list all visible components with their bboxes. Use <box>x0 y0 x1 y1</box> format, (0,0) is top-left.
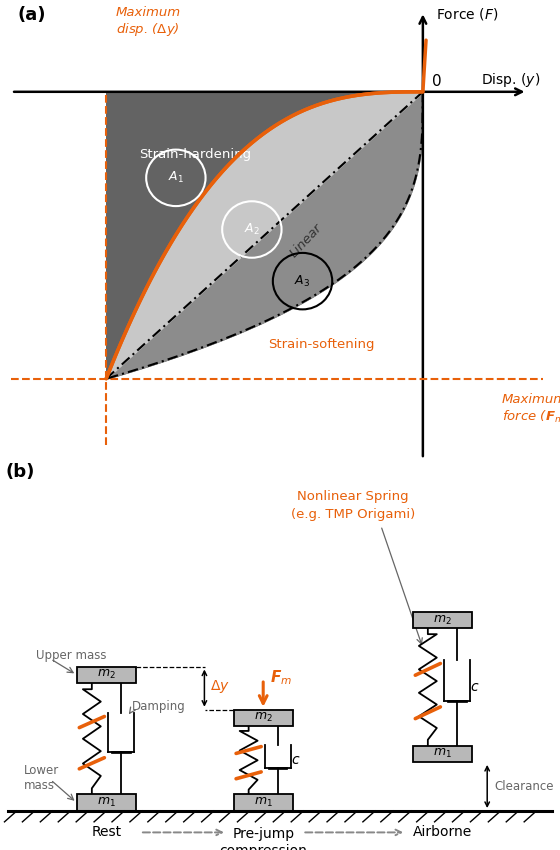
Text: $\Delta y$: $\Delta y$ <box>210 677 230 694</box>
Bar <box>413 745 472 762</box>
Text: Strain-hardening: Strain-hardening <box>139 149 251 162</box>
Text: $m_1$: $m_1$ <box>254 796 273 809</box>
Text: $m_2$: $m_2$ <box>97 668 116 682</box>
Text: $c$: $c$ <box>291 753 300 768</box>
Text: Damping: Damping <box>132 700 185 713</box>
Text: $m_2$: $m_2$ <box>433 614 452 626</box>
Text: Rest: Rest <box>91 825 122 840</box>
Text: $A_3$: $A_3$ <box>295 274 311 289</box>
Text: Airborne: Airborne <box>413 825 472 840</box>
Text: $m_1$: $m_1$ <box>97 796 116 809</box>
Text: Upper mass: Upper mass <box>36 649 107 661</box>
Text: $m_1$: $m_1$ <box>433 747 452 761</box>
Text: $c$: $c$ <box>470 680 479 694</box>
Bar <box>234 795 292 811</box>
Text: $m_2$: $m_2$ <box>254 711 273 724</box>
Text: Clearance: Clearance <box>494 780 553 793</box>
Text: Disp. ($y$): Disp. ($y$) <box>481 71 540 89</box>
Bar <box>234 710 292 726</box>
Text: Nonlinear Spring
(e.g. TMP Origami): Nonlinear Spring (e.g. TMP Origami) <box>291 490 415 521</box>
Text: 0: 0 <box>432 74 442 89</box>
Text: Maximum
force ($\boldsymbol{F}_m$): Maximum force ($\boldsymbol{F}_m$) <box>502 393 560 424</box>
Bar <box>413 612 472 628</box>
Text: Maximum
disp. ($\Delta y$): Maximum disp. ($\Delta y$) <box>116 6 181 38</box>
Text: $A_2$: $A_2$ <box>244 222 260 237</box>
Text: $A_1$: $A_1$ <box>168 170 184 185</box>
Bar <box>77 795 136 811</box>
Text: (b): (b) <box>6 463 35 481</box>
Text: (a): (a) <box>17 6 46 24</box>
Text: $\boldsymbol{F}_m$: $\boldsymbol{F}_m$ <box>270 668 292 687</box>
Text: Pre-jump
compression: Pre-jump compression <box>220 826 307 850</box>
Text: Force ($F$): Force ($F$) <box>436 6 498 22</box>
Text: Lower
mass: Lower mass <box>24 763 59 791</box>
Text: Strain-softening: Strain-softening <box>268 337 375 351</box>
Text: Linear: Linear <box>287 222 324 260</box>
Bar <box>77 666 136 683</box>
